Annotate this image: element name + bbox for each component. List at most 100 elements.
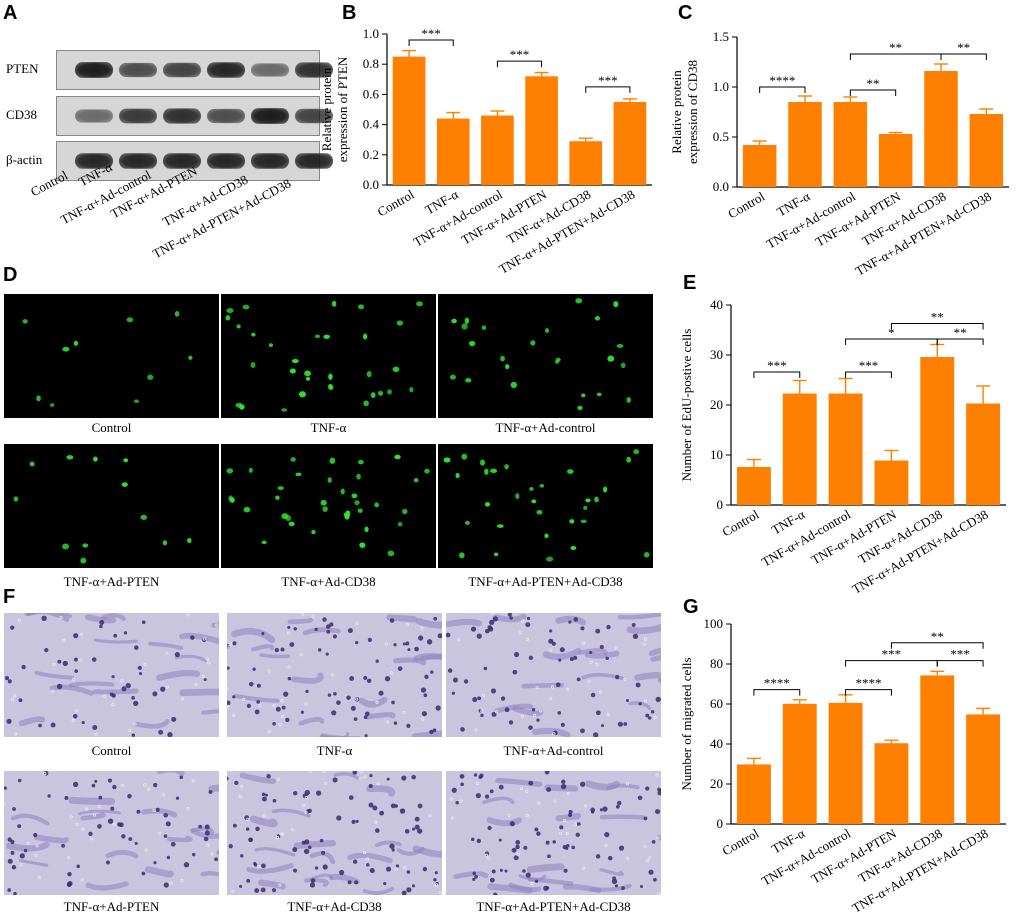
edu-positive-cell (340, 488, 345, 495)
membrane-pore (324, 781, 328, 786)
cell-body (415, 617, 442, 629)
migrated-cell-nucleus (128, 837, 133, 842)
y-axis-label: Number of migrated cells (679, 657, 694, 790)
migrated-cell-nucleus (245, 827, 250, 831)
membrane-pore (17, 618, 21, 622)
membrane-pore (143, 662, 147, 666)
membrane-pore (74, 709, 78, 713)
edu-positive-cell (374, 502, 379, 508)
migrated-cell-nucleus (61, 843, 66, 848)
edu-positive-cell (187, 538, 192, 544)
migrated-cell-nucleus (607, 855, 613, 861)
migrated-cell-nucleus (526, 616, 531, 621)
cell-body (366, 785, 395, 797)
migrated-cell-nucleus (528, 655, 534, 661)
membrane-pore (227, 686, 229, 691)
migrated-cell-nucleus (307, 808, 312, 813)
y-tick-label: 0.0 (713, 179, 729, 194)
edu-positive-cell (480, 459, 486, 466)
migrated-cell-nucleus (437, 633, 442, 639)
migrated-cell-nucleus (595, 854, 601, 859)
edu-caption-control: Control (91, 420, 132, 435)
cell-body (304, 878, 329, 888)
migrated-cell-nucleus (327, 693, 332, 697)
membrane-pore (165, 685, 169, 689)
migrated-cell-nucleus (386, 777, 390, 781)
edu-positive-cell (275, 495, 280, 500)
cell-body (375, 840, 402, 848)
migrated-cell-nucleus (471, 837, 475, 842)
membrane-pore (657, 892, 661, 895)
membrane-pore (646, 858, 650, 862)
migrated-cell-nucleus (513, 651, 520, 658)
cell-body (386, 614, 418, 623)
edu-positive-cell (331, 300, 337, 307)
migrated-cell-nucleus (73, 657, 78, 662)
bar-tnf-alpha-ad-cd38 (920, 357, 955, 505)
migrated-cell-nucleus (492, 616, 498, 622)
migrated-cell-nucleus (551, 641, 556, 646)
cell-body (453, 871, 489, 880)
migrated-cell-nucleus (190, 635, 195, 640)
migrated-cell-nucleus (249, 837, 253, 842)
migrated-cell-nucleus (576, 677, 581, 682)
transwell-image-tnf (227, 613, 442, 737)
migrated-cell-nucleus (109, 692, 114, 697)
migrated-cell-nucleus (18, 698, 23, 703)
migrated-cell-nucleus (459, 774, 465, 779)
membrane-pore (230, 889, 234, 894)
membrane-pore (267, 730, 271, 734)
migrated-cell-nucleus (309, 882, 316, 888)
edu-positive-cell (493, 552, 499, 557)
cell-body (156, 771, 185, 777)
edu-positive-cell (531, 499, 537, 504)
migrated-cell-nucleus (271, 888, 277, 893)
cell-body (68, 796, 116, 805)
migrated-cell-nucleus (393, 721, 398, 725)
migrated-cell-nucleus (547, 854, 551, 859)
migrated-cell-nucleus (472, 871, 476, 876)
edu-micrograph (22, 311, 193, 407)
membrane-pore (75, 822, 79, 826)
migrated-cell-nucleus (166, 855, 171, 860)
cell-body (133, 719, 170, 729)
membrane-pore (69, 815, 73, 819)
migrated-cell-nucleus (545, 840, 550, 845)
membrane-pore (205, 657, 210, 661)
edu-positive-cell (484, 502, 491, 507)
migrated-cell-nucleus (595, 628, 601, 634)
migrated-cell-nucleus (91, 783, 96, 788)
cell-body (85, 881, 129, 891)
edu-positive-cell (322, 506, 328, 512)
migrated-cell-nucleus (319, 838, 324, 843)
edu-positive-cell (66, 455, 74, 460)
significance-label: *** (421, 26, 441, 41)
panel-letter-g: G (683, 596, 699, 618)
membrane-pore (287, 665, 291, 669)
edu-positive-cell (464, 317, 470, 324)
membrane-pore (258, 703, 262, 708)
membrane-pore (257, 864, 261, 869)
membrane-pore (280, 714, 285, 718)
migrated-cell-nucleus (372, 805, 378, 811)
membrane-pore (573, 822, 578, 827)
edu-micrograph (13, 455, 192, 564)
membrane-pore (165, 651, 169, 655)
membrane-pore (565, 687, 570, 692)
migrated-cell-nucleus (401, 890, 407, 895)
migrated-cell-nucleus (617, 721, 623, 727)
bar-tnf-alpha (782, 393, 817, 505)
migrated-cell-nucleus (228, 844, 233, 849)
migrated-cell-nucleus (379, 810, 385, 816)
bar-control (736, 467, 771, 505)
significance-label: ** (867, 76, 880, 91)
bar-tnf-alpha-ad-control (828, 702, 863, 824)
transwell-image-tnf-ad-control (446, 613, 661, 737)
edu-positive-cell (424, 468, 430, 474)
edu-image-tnf-ad-control (438, 294, 653, 418)
migrated-cell-nucleus (167, 732, 173, 737)
migrated-cell-nucleus (460, 782, 464, 787)
edu-positive-cell (121, 482, 128, 487)
membrane-pore (227, 704, 230, 708)
membrane-pore (278, 883, 282, 887)
